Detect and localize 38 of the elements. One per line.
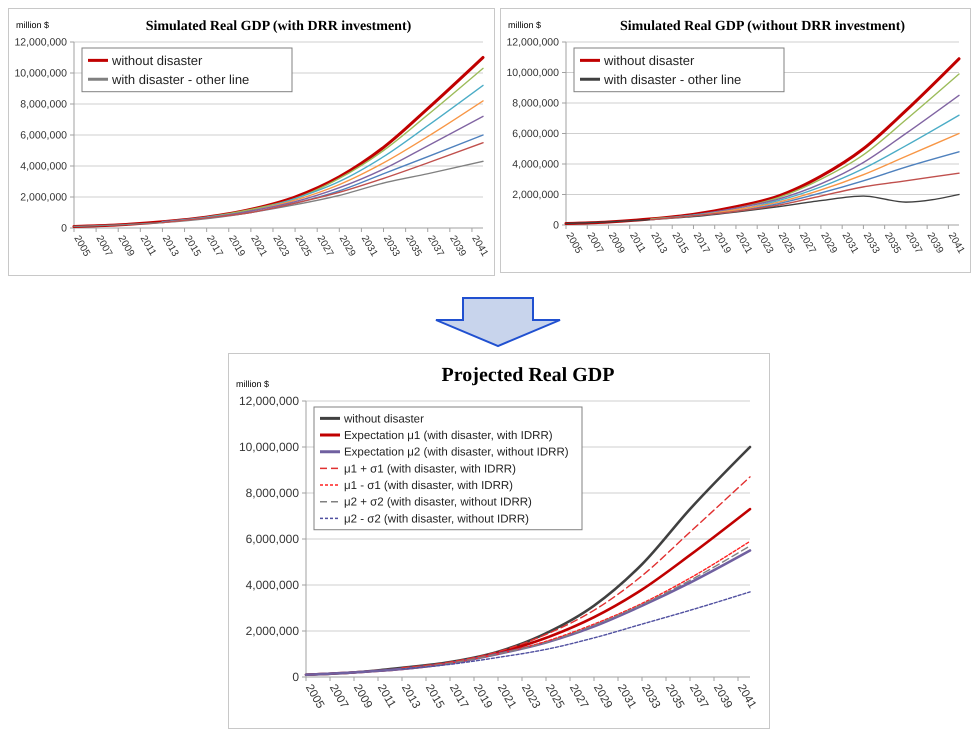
y-tick-label: 10,000,000 bbox=[238, 440, 300, 454]
y-tick-label: 6,000,000 bbox=[20, 130, 68, 142]
chart-title: Simulated Real GDP (without DRR investment) bbox=[620, 19, 906, 34]
legend-label: Expectation μ2 (with disaster, without IDRR) bbox=[344, 446, 569, 459]
y-tick-label: 12,000,000 bbox=[14, 36, 68, 49]
y-tick-label: 4,000,000 bbox=[20, 160, 68, 173]
legend-label: Expectation μ1 (with disaster, with IDRR) bbox=[344, 430, 553, 442]
y-tick-label: 12,000,000 bbox=[506, 36, 560, 49]
chart-title: Simulated Real GDP (with DRR investment) bbox=[146, 19, 412, 34]
y-tick-label: 0 bbox=[61, 222, 68, 235]
y-tick-label: 8,000,000 bbox=[512, 98, 560, 110]
y-axis-title: million $ bbox=[236, 379, 270, 389]
legend-label: without disaster bbox=[343, 413, 424, 426]
y-tick-label: 2,000,000 bbox=[512, 189, 560, 202]
y-tick-label: 12,000,000 bbox=[238, 394, 300, 408]
y-tick-label: 8,000,000 bbox=[20, 98, 68, 111]
y-tick-label: 8,000,000 bbox=[246, 486, 300, 500]
y-axis-title: million $ bbox=[16, 20, 50, 30]
y-tick-label: 10,000,000 bbox=[506, 67, 560, 80]
legend-label: μ1 + σ1 (with disaster, with IDRR) bbox=[344, 463, 516, 476]
y-tick-label: 6,000,000 bbox=[512, 128, 560, 140]
legend-label: with disaster - other line bbox=[603, 72, 742, 87]
legend-label: without disaster bbox=[111, 52, 203, 68]
y-tick-label: 0 bbox=[292, 670, 300, 684]
y-tick-label: 4,000,000 bbox=[512, 158, 560, 171]
y-tick-label: 10,000,000 bbox=[14, 68, 68, 80]
legend-label: μ2 + σ2 (with disaster, without IDRR) bbox=[344, 496, 532, 509]
legend-label: μ2 - σ2 (with disaster, without IDRR) bbox=[344, 513, 530, 526]
legend-label: without disaster bbox=[603, 52, 695, 68]
legend-label: with disaster - other line bbox=[111, 72, 250, 87]
chart-title: Projected Real GDP bbox=[442, 364, 614, 386]
y-axis-title: million $ bbox=[508, 20, 542, 30]
y-tick-label: 6,000,000 bbox=[246, 532, 300, 546]
legend-label: μ1 - σ1 (with disaster, with IDRR) bbox=[344, 480, 514, 492]
y-tick-label: 2,000,000 bbox=[246, 624, 300, 638]
y-tick-label: 2,000,000 bbox=[20, 192, 68, 204]
y-tick-label: 4,000,000 bbox=[246, 578, 300, 592]
y-tick-label: 0 bbox=[553, 220, 560, 232]
